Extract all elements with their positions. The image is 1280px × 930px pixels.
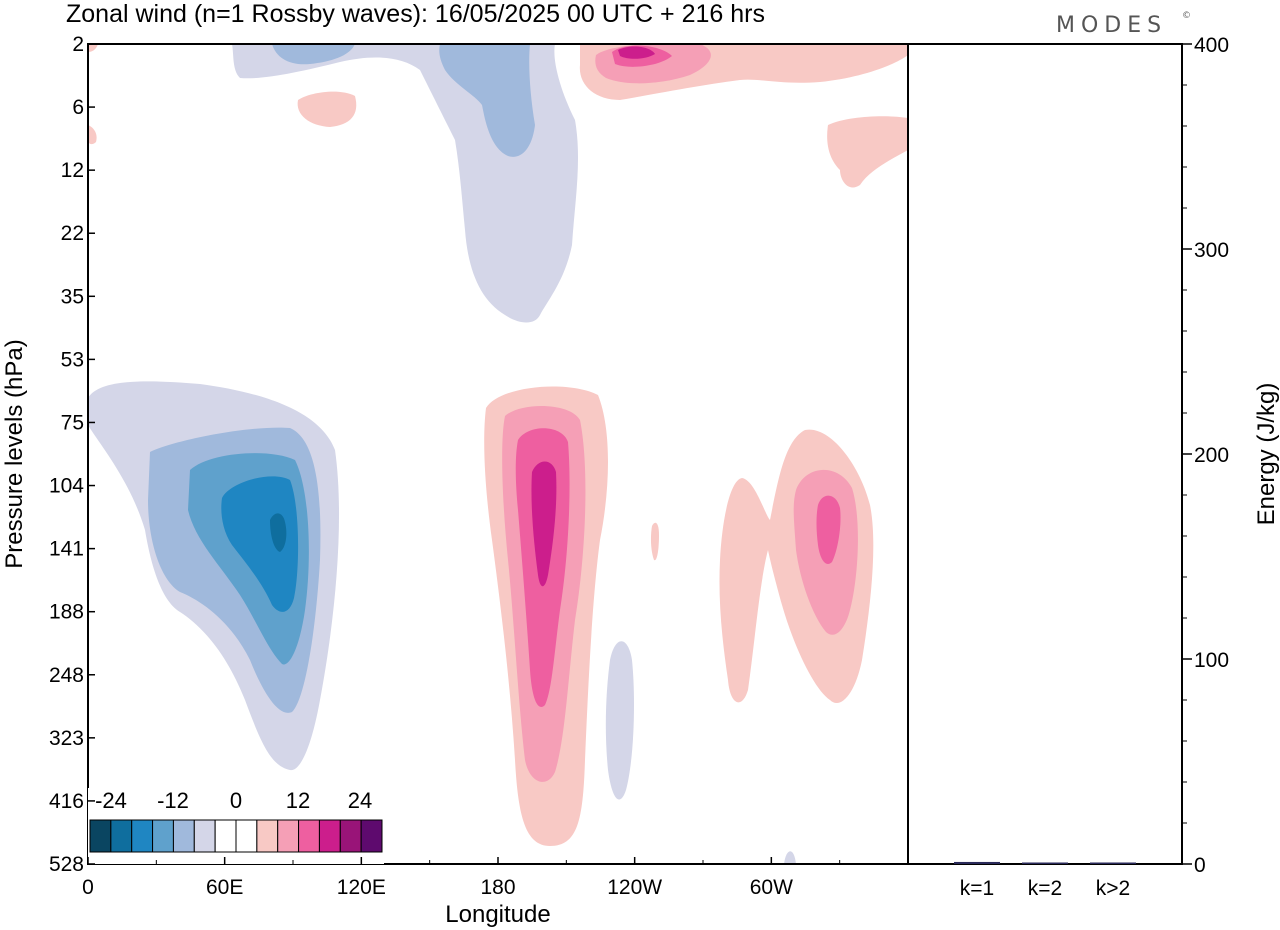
contour-neg-4 <box>221 476 299 612</box>
positive-anomaly-east <box>605 429 874 800</box>
y-axis: 2 6 12 22 35 53 75 104 141 188 248 323 416 528 <box>49 33 95 876</box>
energy-category-label: k>2 <box>1096 877 1130 900</box>
y-tick-label: 248 <box>49 664 84 687</box>
colorbar-box <box>360 819 383 853</box>
energy-category-label: k=1 <box>960 877 994 900</box>
colorbar-box <box>193 819 216 853</box>
y-tick-label: 53 <box>61 348 84 371</box>
positive-anomaly-upper <box>88 44 908 864</box>
colorbar-tick-label: 24 <box>348 788 372 813</box>
contour-pos-top-8 <box>88 44 98 52</box>
colorbar-box <box>298 819 320 853</box>
x-tick-label: 120E <box>337 876 386 899</box>
y-tick-label: 528 <box>49 853 84 876</box>
y-tick-label: 141 <box>49 538 84 561</box>
contour-pos-top-5 <box>297 91 357 127</box>
y-tick-label: 6 <box>72 96 84 119</box>
contour-pos-e-4 <box>650 522 659 561</box>
contour-neg-5 <box>270 513 287 552</box>
colorbar-box <box>152 819 174 853</box>
energy-category-label: k=2 <box>1028 877 1062 900</box>
colorbar-box <box>214 819 237 853</box>
colorbar-box <box>318 819 341 853</box>
colorbar-tick-label: -12 <box>157 788 189 813</box>
contour-neg-bot-10 <box>784 851 796 864</box>
contour-pos-top-6 <box>827 116 908 188</box>
colorbar-tick-label: 0 <box>230 788 242 813</box>
x-axis-label: Longitude <box>445 901 550 928</box>
energy-tick-label: 0 <box>1194 854 1206 877</box>
energy-tick-label: 300 <box>1194 239 1229 262</box>
x-tick-label: 180 <box>480 876 515 899</box>
x-tick-label: 0 <box>82 876 94 899</box>
logo-text: MODES <box>1056 13 1167 38</box>
negative-anomaly-lower <box>88 381 340 771</box>
energy-tick-label: 200 <box>1194 444 1229 467</box>
y-tick-label: 104 <box>49 475 84 498</box>
energy-panel: 0 100 200 300 400 k=1 k=2 k>2 Energy (J/kg) <box>907 34 1280 900</box>
contour-pos-e-3 <box>816 495 841 565</box>
energy-y-axis: 0 100 200 300 400 <box>1182 34 1229 877</box>
contour-neg-top-3 <box>272 44 355 65</box>
energy-axis-label: Energy (J/kg) <box>1253 383 1280 526</box>
modes-logo: MODES © <box>1056 11 1191 38</box>
y-tick-label: 12 <box>61 159 84 182</box>
contour-neg-e-5 <box>605 641 634 800</box>
energy-bar <box>1022 862 1068 864</box>
logo-mark: © <box>1182 11 1191 21</box>
contour-pos-c-4 <box>531 461 557 587</box>
y-tick-label: 22 <box>61 222 84 245</box>
colorbar-box <box>235 819 258 853</box>
y-tick-label: 35 <box>61 285 84 308</box>
energy-tick-label: 400 <box>1194 34 1229 57</box>
colorbar-box <box>131 819 154 853</box>
contour-pos-top-4 <box>618 46 655 59</box>
y-tick-label: 416 <box>49 790 84 813</box>
chart-title: Zonal wind (n=1 Rossby waves): 16/05/202… <box>66 0 765 28</box>
colorbar-box <box>110 819 133 853</box>
contour-neg-top-2 <box>439 44 535 157</box>
energy-bars <box>954 861 1136 864</box>
energy-tick-label: 100 <box>1194 649 1229 672</box>
colorbar-tick-label: -24 <box>95 788 127 813</box>
x-tick-label: 60E <box>206 876 243 899</box>
positive-anomaly-central <box>484 386 608 846</box>
negative-anomaly-upper <box>232 44 579 323</box>
colorbar-box <box>339 819 362 853</box>
y-tick-label: 188 <box>49 601 84 624</box>
y-tick-label: 2 <box>72 33 84 56</box>
y-axis-label: Pressure levels (hPa) <box>1 339 28 568</box>
energy-x-axis: k=1 k=2 k>2 <box>960 877 1130 900</box>
contour-fills <box>88 44 908 864</box>
energy-bar <box>954 861 1000 864</box>
colorbar-tick-label: 12 <box>286 788 310 813</box>
colorbar-boxes <box>89 819 383 853</box>
contour-pos-top-7 <box>88 125 97 145</box>
colorbar-box <box>277 819 300 853</box>
colorbar-box <box>172 819 195 853</box>
y-tick-label: 75 <box>61 411 84 434</box>
x-tick-label: 60W <box>750 876 793 899</box>
energy-bar <box>1090 862 1136 864</box>
colorbar: -24 -12 0 12 24 <box>88 788 384 864</box>
x-axis: 0 60E 120E 180 120W 60W <box>82 857 841 899</box>
energy-frame <box>907 43 1183 865</box>
y-tick-label: 323 <box>49 727 84 750</box>
x-tick-label: 120W <box>607 876 662 899</box>
colorbar-box <box>256 819 279 853</box>
colorbar-box <box>89 819 112 853</box>
contour-panel: -24 -12 0 12 24 2 6 12 22 35 53 75 104 141 188 248… <box>1 33 909 928</box>
